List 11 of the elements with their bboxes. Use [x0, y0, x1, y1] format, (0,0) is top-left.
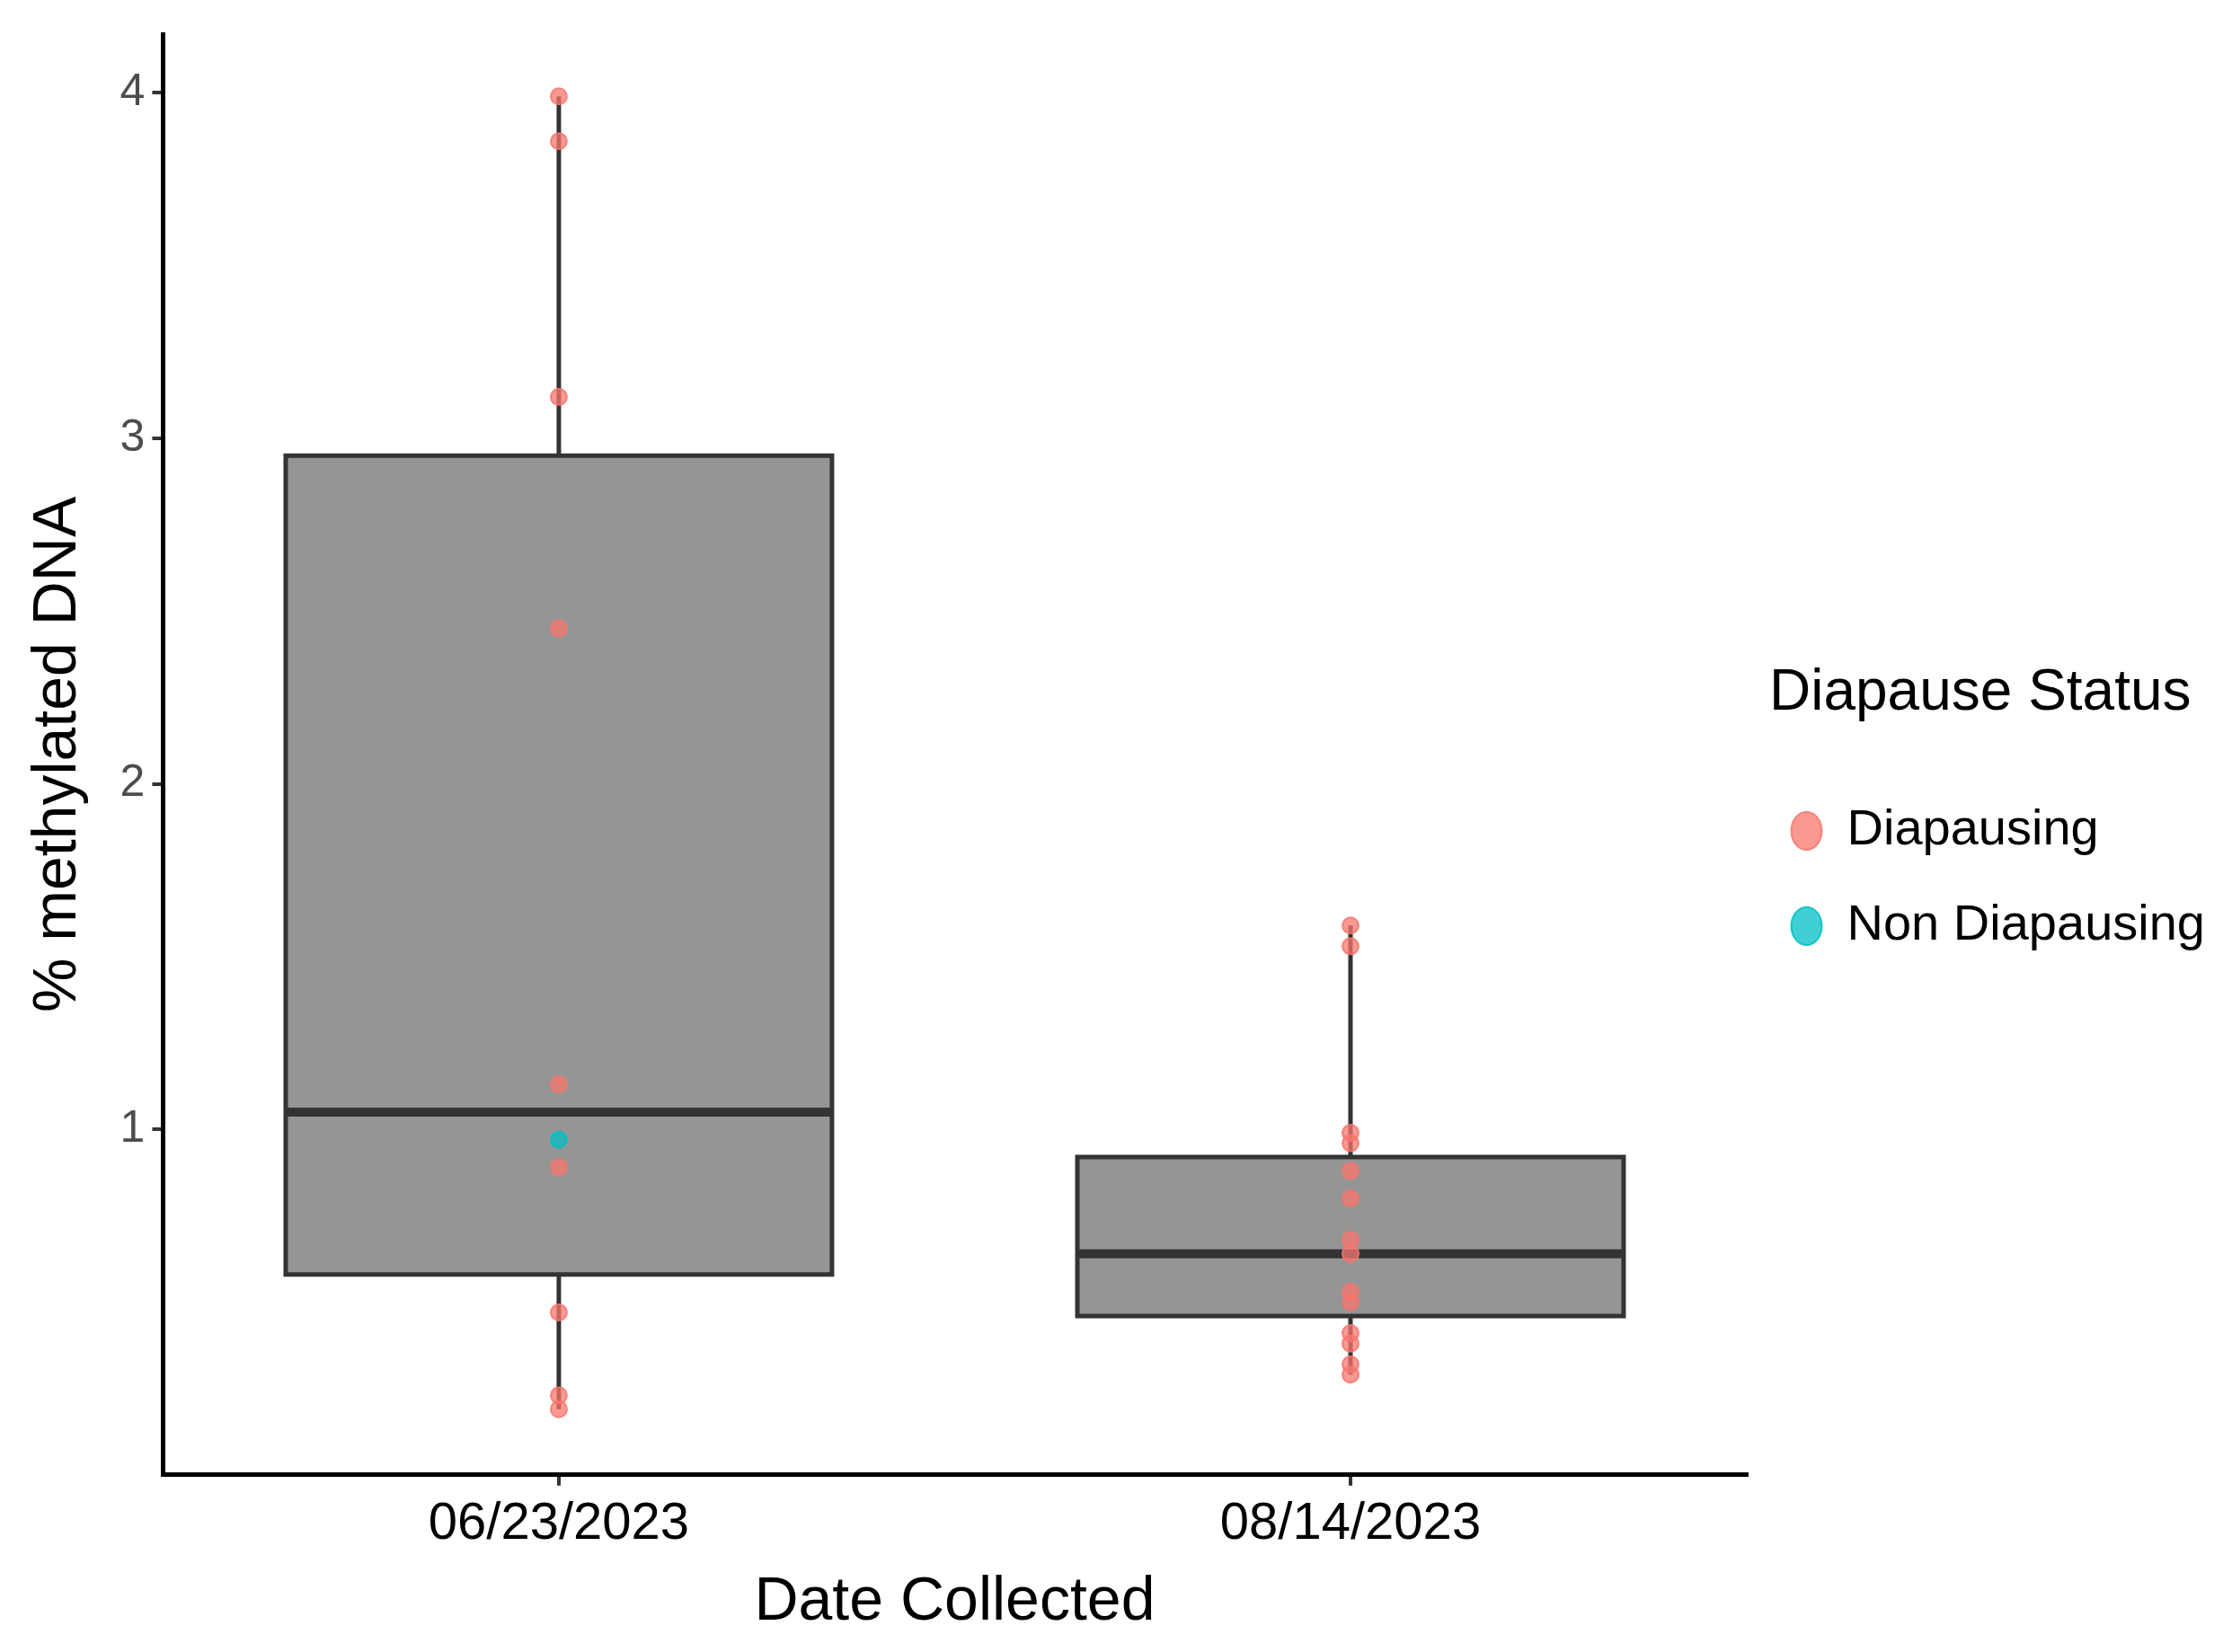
y-tick-label: 1	[120, 1100, 146, 1152]
y-tick-label: 3	[120, 410, 146, 461]
y-tick-label: 2	[120, 755, 146, 807]
x-tick-label: 08/14/2023	[1219, 1490, 1482, 1550]
y-tick-label: 4	[120, 65, 146, 116]
x-tick-label: 06/23/2023	[428, 1490, 690, 1550]
y-axis-title: % methylated DNA	[19, 496, 88, 1013]
x-axis-title: Date Collected	[754, 1563, 1156, 1632]
legend-label: Diapausing	[1846, 799, 2099, 856]
legend-label: Non Diapausing	[1846, 894, 2205, 951]
legend-title: Diapause Status	[1768, 657, 2192, 722]
